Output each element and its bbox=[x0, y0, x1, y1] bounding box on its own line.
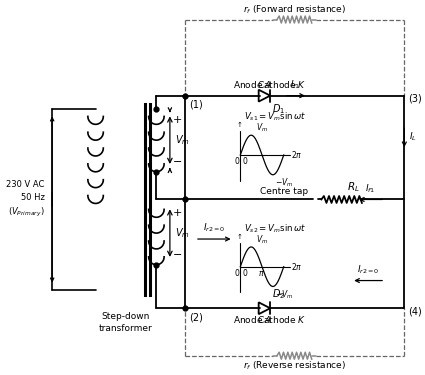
Text: $2\pi$: $2\pi$ bbox=[292, 150, 303, 160]
Text: −: − bbox=[173, 250, 182, 260]
Text: $D_1$: $D_1$ bbox=[272, 103, 285, 116]
Text: 0: 0 bbox=[235, 157, 239, 166]
Text: Cathode $K$: Cathode $K$ bbox=[257, 79, 306, 90]
Text: −: − bbox=[173, 157, 182, 167]
Text: $r_f$ (Forward resistance): $r_f$ (Forward resistance) bbox=[243, 3, 346, 16]
Text: Step-down
transformer: Step-down transformer bbox=[99, 312, 153, 333]
Text: Cathode $K$: Cathode $K$ bbox=[257, 314, 306, 325]
Text: Anode $A$: Anode $A$ bbox=[233, 314, 272, 325]
Text: +: + bbox=[173, 209, 182, 218]
Text: $I_{f1}$: $I_{f1}$ bbox=[290, 78, 300, 91]
Text: $V_m$: $V_m$ bbox=[175, 226, 190, 240]
Text: 0: 0 bbox=[235, 269, 239, 278]
Text: (4): (4) bbox=[408, 306, 422, 316]
Text: $2\pi$: $2\pi$ bbox=[292, 261, 303, 272]
Text: $I_{r2=0}$: $I_{r2=0}$ bbox=[203, 222, 226, 234]
Text: $-V_m$: $-V_m$ bbox=[275, 288, 293, 301]
Text: Anode $A$: Anode $A$ bbox=[233, 79, 272, 90]
Text: $\uparrow$: $\uparrow$ bbox=[235, 119, 242, 129]
Text: $V_{s1} = V_m \sin \omega t$: $V_{s1} = V_m \sin \omega t$ bbox=[244, 111, 306, 123]
Text: $\pi$: $\pi$ bbox=[258, 269, 265, 278]
Text: Centre tap: Centre tap bbox=[260, 186, 308, 195]
Text: $r_f$ (Reverse resistance): $r_f$ (Reverse resistance) bbox=[243, 360, 346, 372]
Text: $D_2$: $D_2$ bbox=[272, 288, 285, 302]
Text: (3): (3) bbox=[408, 94, 422, 104]
Text: 230 V AC
50 Hz
$(V_{Primary})$: 230 V AC 50 Hz $(V_{Primary})$ bbox=[6, 180, 45, 219]
Text: $V_m$: $V_m$ bbox=[255, 234, 268, 246]
Text: +: + bbox=[173, 116, 182, 125]
Text: $V_{s2} = V_m \sin \omega t$: $V_{s2} = V_m \sin \omega t$ bbox=[244, 223, 306, 235]
Text: $\uparrow$: $\uparrow$ bbox=[235, 231, 242, 241]
Text: $V_m$: $V_m$ bbox=[175, 133, 190, 147]
Text: $I_{r2=0}$: $I_{r2=0}$ bbox=[357, 263, 380, 276]
Text: (2): (2) bbox=[189, 312, 203, 322]
Text: $I_{f1}$: $I_{f1}$ bbox=[366, 182, 376, 195]
Text: $-V_m$: $-V_m$ bbox=[275, 177, 293, 189]
Text: 0: 0 bbox=[242, 269, 247, 278]
Text: (1): (1) bbox=[189, 100, 203, 109]
Text: $V_m$: $V_m$ bbox=[255, 122, 268, 134]
Text: $I_L$: $I_L$ bbox=[409, 131, 417, 143]
Text: 0: 0 bbox=[242, 157, 247, 166]
Text: $R_L$: $R_L$ bbox=[347, 180, 360, 194]
